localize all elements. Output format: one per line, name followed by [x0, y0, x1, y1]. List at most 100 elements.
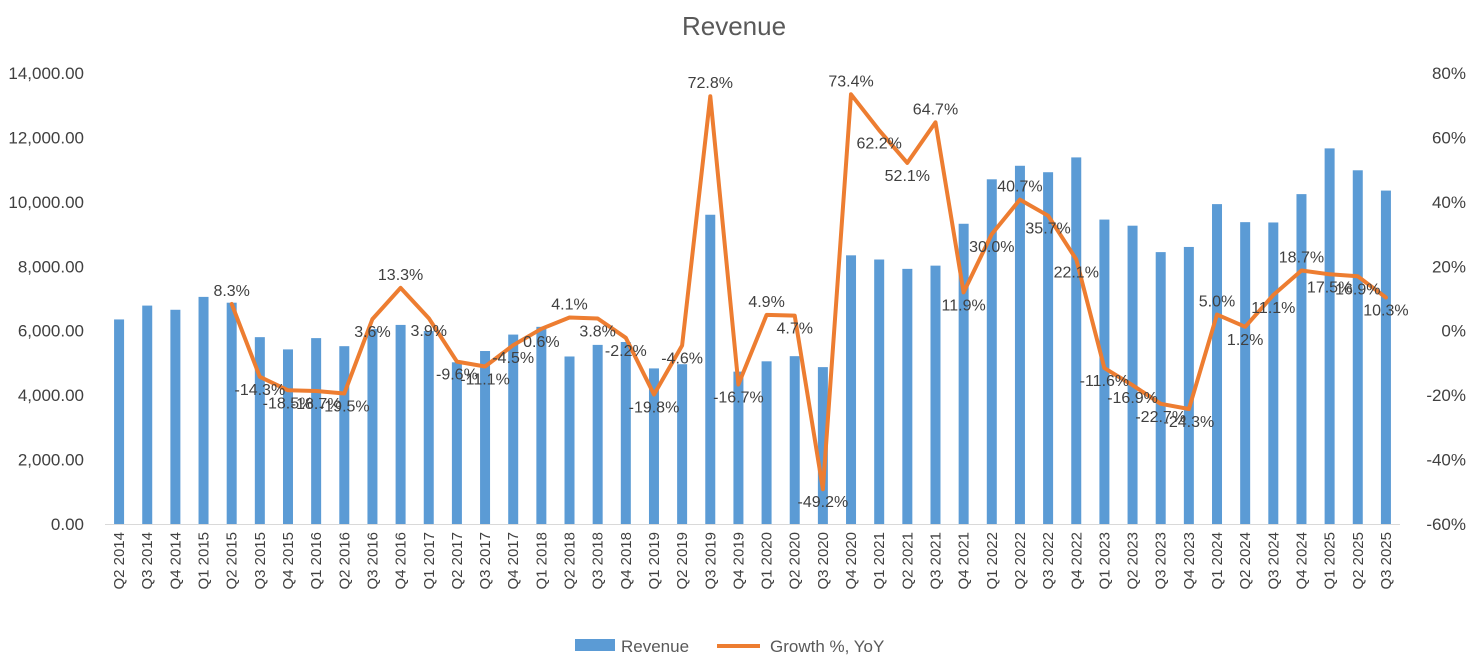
right-axis-tick-label: 20% [1432, 257, 1466, 276]
revenue-bar [564, 356, 575, 524]
revenue-bar [789, 356, 800, 524]
revenue-bar [451, 362, 462, 524]
revenue-bar [198, 296, 209, 524]
revenue-bar [395, 324, 406, 524]
growth-data-label: -14.3% [234, 382, 285, 399]
growth-data-label: 35.7% [1025, 221, 1070, 238]
revenue-bar [1043, 172, 1054, 524]
category-label: Q1 2020 [759, 532, 776, 590]
growth-data-label: -16.9% [1107, 390, 1158, 407]
growth-data-label: 4.1% [551, 297, 587, 314]
category-label: Q3 2022 [1040, 532, 1057, 590]
left-axis-ticks: 0.00 2,000.00 4,000.00 6,000.00 8,000.00 10,0… [8, 64, 84, 534]
left-axis-tick-label: 10,000.00 [8, 193, 84, 212]
category-label: Q1 2015 [196, 532, 213, 590]
left-axis-tick-label: 0.00 [51, 515, 84, 534]
revenue-bar [114, 319, 125, 524]
category-label: Q4 2021 [956, 532, 973, 590]
revenue-bar [254, 337, 265, 524]
category-label: Q2 2023 [1125, 532, 1142, 590]
category-label: Q3 2014 [139, 532, 156, 590]
revenue-bar [1127, 225, 1138, 524]
left-axis-tick-label: 6,000.00 [18, 322, 84, 341]
growth-data-label: -11.1% [460, 371, 510, 388]
growth-data-label: 30.0% [969, 239, 1014, 256]
growth-data-label: -49.2% [798, 494, 849, 511]
chart-title: Revenue [682, 11, 786, 41]
category-label: Q2 2014 [111, 532, 128, 590]
revenue-bar [1014, 165, 1025, 524]
category-label: Q2 2022 [1012, 532, 1029, 590]
category-label: Q4 2020 [843, 532, 860, 590]
revenue-bars [114, 148, 1391, 525]
revenue-bar [226, 302, 237, 524]
growth-data-label: -24.3% [1164, 414, 1215, 431]
growth-data-label: 8.3% [213, 283, 249, 300]
revenue-bar [339, 346, 350, 524]
revenue-bar [1071, 157, 1082, 524]
revenue-bar [311, 338, 322, 524]
legend-label-growth: Growth %, YoY [770, 637, 884, 656]
category-label: Q3 2016 [364, 532, 381, 590]
revenue-bar [1212, 204, 1223, 525]
revenue-bar [958, 223, 969, 524]
right-axis-tick-label: 40% [1432, 193, 1466, 212]
revenue-bar [986, 179, 997, 525]
revenue-bar [170, 309, 181, 524]
growth-data-label: 22.1% [1054, 265, 1099, 282]
category-label: Q2 2017 [449, 532, 466, 590]
legend-swatch-revenue [575, 639, 615, 651]
right-axis-tick-label: 0% [1441, 322, 1466, 341]
category-label: Q1 2021 [871, 532, 888, 590]
growth-data-label: -18.7% [291, 396, 342, 413]
growth-line-series [229, 92, 1388, 492]
revenue-bar [508, 334, 519, 524]
category-label: Q1 2018 [533, 532, 550, 590]
revenue-bar [620, 341, 631, 524]
revenue-bar [1296, 194, 1307, 524]
growth-data-label: 11.9% [942, 297, 986, 314]
growth-data-label: 52.1% [885, 168, 930, 185]
category-label: Q4 2018 [618, 532, 635, 590]
revenue-bar [142, 305, 153, 524]
revenue-bar [423, 331, 434, 524]
category-label: Q1 2017 [421, 532, 438, 590]
category-label: Q2 2019 [674, 532, 691, 590]
right-axis-tick-label: -20% [1426, 386, 1466, 405]
category-label: Q1 2016 [308, 532, 325, 590]
revenue-bar [282, 349, 293, 524]
left-axis-tick-label: 4,000.00 [18, 386, 84, 405]
growth-data-label: 40.7% [997, 179, 1042, 196]
growth-data-label: -4.5% [492, 350, 534, 367]
revenue-bar [902, 268, 913, 524]
category-label: Q1 2022 [984, 532, 1001, 590]
revenue-bar [1240, 222, 1251, 524]
growth-data-labels: 8.3% -14.3%-18.5%-18.7%-19.5% 3.6% 13.3% 3.9… [213, 73, 1408, 511]
growth-data-label: -16.7% [713, 390, 764, 407]
category-label: Q3 2017 [477, 532, 494, 590]
revenue-bar [733, 371, 744, 524]
category-label: Q4 2022 [1068, 532, 1085, 590]
category-label: Q4 2016 [393, 532, 410, 590]
revenue-bar [1099, 219, 1110, 524]
category-label: Q3 2015 [252, 532, 269, 590]
revenue-bar [367, 329, 378, 524]
category-label: Q2 2018 [562, 532, 579, 590]
growth-data-label: 4.9% [748, 294, 784, 311]
revenue-bar [1380, 190, 1391, 524]
revenue-bar [1155, 252, 1166, 524]
category-label: Q2 2020 [787, 532, 804, 590]
left-axis-tick-label: 12,000.00 [8, 128, 84, 147]
category-label: Q4 2023 [1181, 532, 1198, 590]
category-label: Q2 2024 [1237, 532, 1254, 590]
revenue-bar [874, 259, 885, 524]
growth-data-label: 18.7% [1279, 249, 1324, 266]
growth-data-label: 11.1% [1251, 300, 1295, 317]
legend-label-revenue: Revenue [621, 637, 689, 656]
growth-data-label: 64.7% [913, 101, 958, 118]
growth-data-label: 3.6% [354, 324, 390, 341]
growth-data-label: 72.8% [688, 75, 733, 92]
revenue-bar [705, 214, 716, 524]
category-label: Q3 2021 [927, 532, 944, 590]
